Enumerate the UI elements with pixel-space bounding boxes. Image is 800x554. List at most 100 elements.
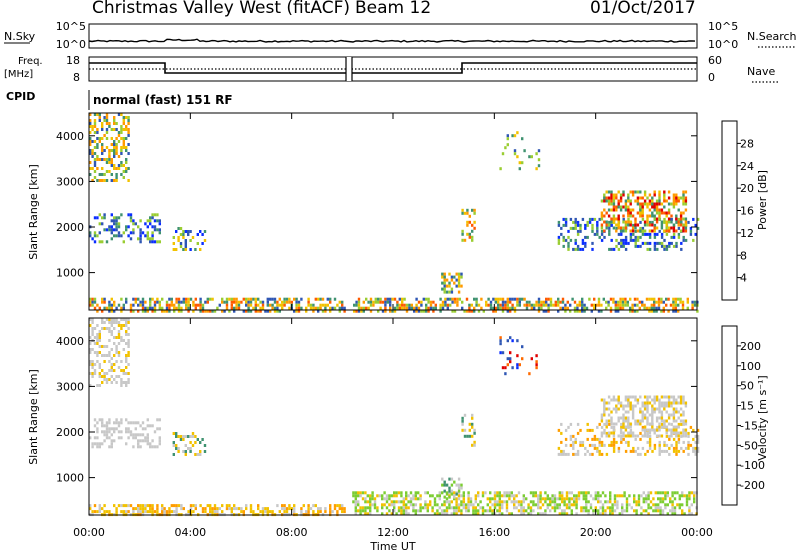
heatmap-cell [660,202,664,206]
heatmap-cell [300,507,303,511]
heatmap-cell [579,229,582,233]
heatmap-cell [661,509,665,513]
heatmap-cell [341,507,344,511]
heatmap-cell [624,440,628,444]
heatmap-cell [680,247,683,251]
heatmap-cell [120,161,123,164]
heatmap-cell [601,506,605,510]
heatmap-cell [89,152,92,155]
heatmap-cell [473,226,476,230]
heatmap-cell [629,407,632,411]
heatmap-cell [641,226,645,230]
heatmap-cell [105,146,109,149]
heatmap-cell [172,242,175,245]
nsearch-label: N.Search [747,30,797,43]
heatmap-cell [192,303,195,307]
heatmap-cell [542,309,545,313]
heatmap-cell [338,300,341,304]
heatmap-cell [522,497,525,501]
heatmap-cell [141,297,145,301]
heatmap-cell [184,245,187,248]
heatmap-cell [103,439,106,443]
heatmap-cell [443,287,446,291]
heatmap-cell [424,491,427,495]
heatmap-cell [670,434,673,438]
heatmap-cell [578,300,581,304]
heatmap-cell [129,309,133,313]
heatmap-cell [448,486,451,490]
heatmap-cell [89,336,92,339]
heatmap-cell [604,500,607,504]
heatmap-cell [597,497,600,501]
heatmap-cell [489,500,492,504]
y-tick-label: 1000 [56,267,84,280]
heatmap-cell [436,503,439,507]
heatmap-cell [429,300,433,304]
heatmap-cell [556,497,559,501]
heatmap-cell [614,303,617,307]
heatmap-cell [525,303,529,307]
heatmap-cell [622,226,625,230]
heatmap-cell [662,309,665,313]
heatmap-cell [125,366,128,369]
heatmap-cell [91,167,94,170]
heatmap-cell [653,235,657,239]
heatmap-cell [623,509,626,513]
heatmap-cell [596,229,599,233]
heatmap-cell [506,134,509,138]
heatmap-cell [615,238,618,242]
heatmap-cell [658,425,661,429]
heatmap-cell [646,247,649,251]
heatmap-cell [501,500,504,504]
heatmap-cell [137,297,140,301]
heatmap-cell [110,333,113,336]
heatmap-cell [494,297,497,301]
heatmap-cell [470,309,473,313]
y-tick-label: 2000 [56,426,84,439]
heatmap-cell [619,199,623,203]
heatmap-cell [453,281,456,285]
heatmap-cell [641,401,644,405]
heatmap-cell [583,303,586,307]
heatmap-cell [127,345,130,348]
heatmap-cell [678,503,681,507]
heatmap-cell [573,306,577,310]
heatmap-cell [669,509,672,513]
heatmap-cell [648,431,652,435]
heatmap-cell [117,234,121,238]
heatmap-cell [521,345,524,349]
heatmap-cell [293,297,296,301]
heatmap-cell [655,306,658,310]
heatmap-cell [451,297,454,301]
heatmap-cell [655,217,659,221]
heatmap-cell [692,238,695,242]
heatmap-cell [631,431,635,435]
heatmap-cell [407,494,410,498]
heatmap-cell [101,146,104,149]
heatmap-cell [617,446,621,450]
heatmap-cell [369,297,373,301]
heatmap-cell [132,231,135,235]
heatmap-cell [651,416,654,420]
heatmap-cell [648,229,652,233]
heatmap-cell [537,306,541,310]
heatmap-cell [660,419,664,423]
heatmap-cell [120,360,123,363]
heatmap-cell [687,446,690,450]
heatmap-cell [540,303,543,307]
heatmap-cell [455,506,458,510]
heatmap-cell [203,444,207,447]
heatmap-cell [694,223,697,227]
heatmap-cell [599,500,602,504]
heatmap-cell [600,309,603,313]
heatmap-cell [573,503,576,507]
heatmap-cell [692,217,695,221]
heatmap-cell [192,300,195,304]
heatmap-cell [591,229,594,233]
heatmap-cell [127,327,130,330]
heatmap-cell [546,506,549,510]
heatmap-cell [151,439,154,443]
heatmap-cell [553,506,557,510]
heatmap-cell [513,506,516,510]
heatmap-cell [473,211,476,215]
